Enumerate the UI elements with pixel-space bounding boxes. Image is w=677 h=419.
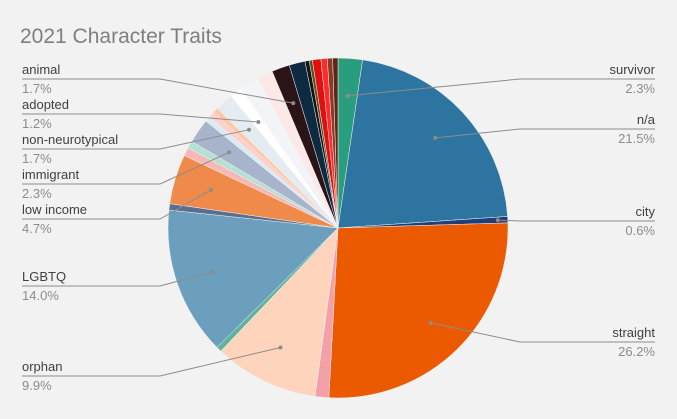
leader-dot	[227, 150, 232, 155]
leader-dot	[247, 127, 252, 132]
data-label-value: 4.7%	[22, 221, 52, 236]
data-label-name: orphan	[22, 359, 62, 374]
leader-line	[22, 347, 281, 377]
data-label-name: animal	[22, 62, 60, 77]
leader-dot	[428, 320, 433, 325]
data-label-name: straight	[612, 325, 655, 340]
leader-line	[22, 271, 213, 287]
data-label-name: adopted	[22, 97, 69, 112]
leader-line	[430, 322, 655, 343]
data-label-name: non-neurotypical	[22, 132, 118, 147]
leader-dot	[495, 218, 500, 223]
data-label-name: LGBTQ	[22, 269, 66, 284]
data-label-name: city	[636, 204, 656, 219]
data-label-value: 26.2%	[618, 344, 655, 359]
leader-dot	[210, 269, 215, 274]
pie-slice	[332, 57, 339, 229]
data-label-value: 2.3%	[22, 186, 52, 201]
data-label-name: n/a	[637, 112, 656, 127]
leader-dot	[256, 119, 261, 124]
data-label-value: 9.9%	[22, 378, 52, 393]
leader-line	[22, 189, 212, 220]
pie-slice	[337, 59, 508, 229]
leader-dot	[291, 101, 296, 106]
data-label-value: 21.5%	[618, 131, 655, 146]
data-label-name: immigrant	[22, 167, 79, 182]
data-label-value: 2.3%	[625, 81, 655, 96]
leader-dot	[345, 93, 350, 98]
data-label-value: 1.2%	[22, 116, 52, 131]
leader-line	[347, 78, 655, 97]
data-label-name: low income	[22, 202, 87, 217]
chart-title: 2021 Character Traits	[20, 25, 222, 48]
pie-slice	[167, 209, 339, 348]
leader-line	[497, 219, 655, 222]
leader-dot	[278, 345, 283, 350]
leader-line	[435, 128, 655, 139]
leader-line	[22, 151, 230, 185]
leader-line	[22, 113, 259, 123]
data-label-value: 0.6%	[625, 223, 655, 238]
leader-line	[22, 129, 250, 150]
data-label-name: survivor	[609, 62, 655, 77]
data-label-value: 1.7%	[22, 151, 52, 166]
data-label-value: 14.0%	[22, 288, 59, 303]
data-label-value: 1.7%	[22, 81, 52, 96]
leader-dot	[209, 187, 214, 192]
pie-slice	[328, 222, 509, 399]
leader-line	[22, 78, 294, 104]
leader-dot	[433, 135, 438, 140]
